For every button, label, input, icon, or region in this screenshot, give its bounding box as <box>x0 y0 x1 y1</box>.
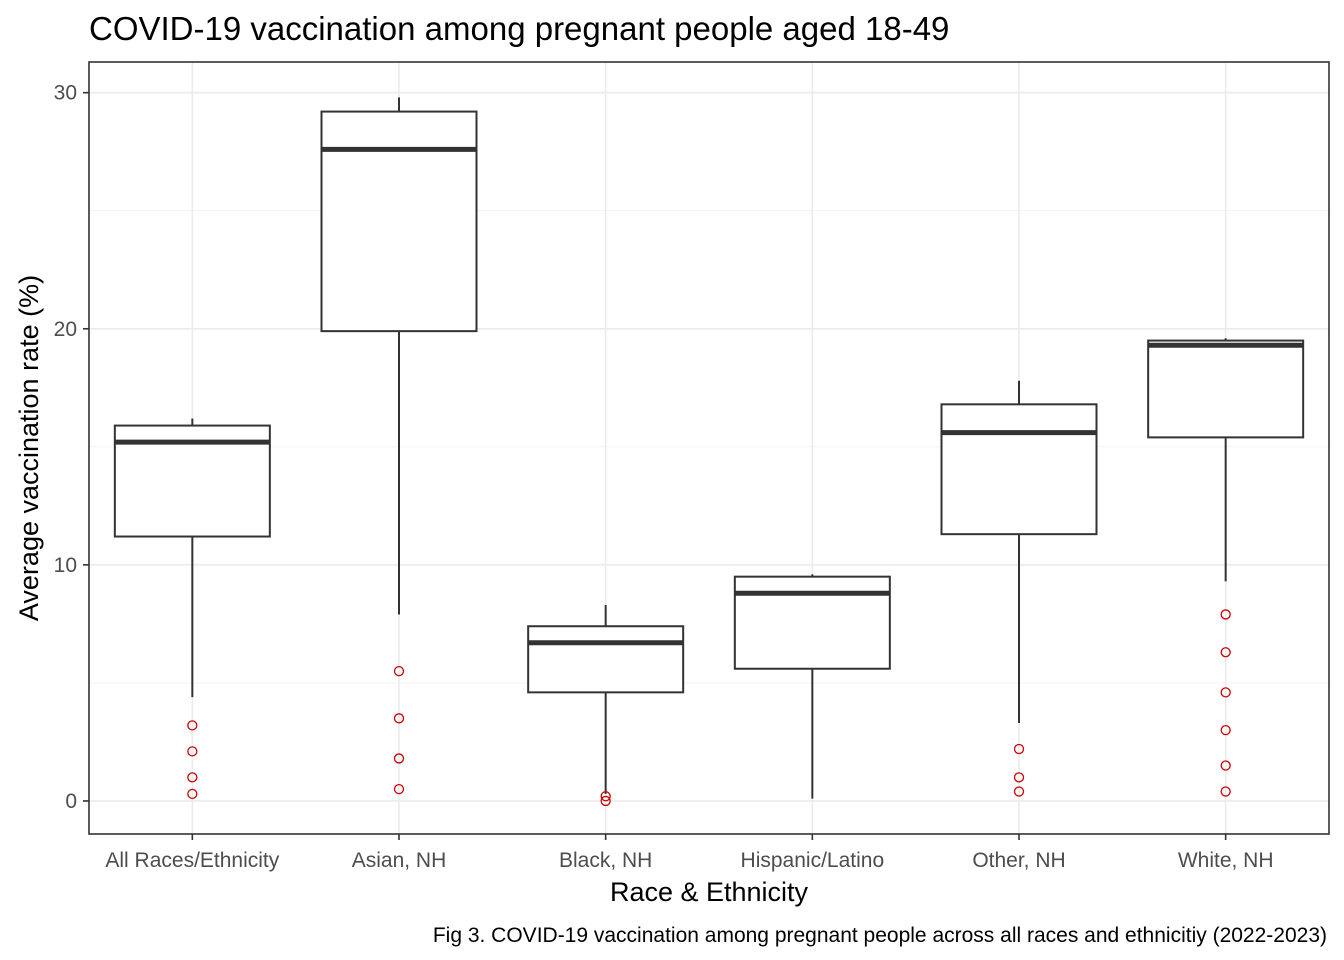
outlier-point <box>1220 647 1231 658</box>
outlier-point <box>1220 760 1231 771</box>
outlier-point <box>187 772 198 783</box>
x-tick-label: Asian, NH <box>352 849 447 872</box>
figure-caption: Fig 3. COVID-19 vaccination among pregna… <box>433 924 1327 947</box>
box-group <box>320 97 478 795</box>
x-tick-label: Black, NH <box>559 849 652 872</box>
outlier-point <box>393 713 405 724</box>
x-axis-title: Race & Ethnicity <box>610 877 809 907</box>
outlier-point <box>1220 609 1231 620</box>
box-iqr <box>320 110 478 333</box>
panel-border <box>88 61 1330 835</box>
chart-title: COVID-19 vaccination among pregnant peop… <box>89 10 949 47</box>
outlier-point <box>1220 687 1231 698</box>
outlier-point <box>1013 786 1025 797</box>
outlier-point <box>1013 772 1025 783</box>
outlier-point <box>187 746 198 757</box>
y-tick-label: 0 <box>65 790 77 813</box>
outlier-point <box>1220 786 1231 797</box>
outlier-point <box>187 720 198 731</box>
outlier-point <box>393 665 405 677</box>
box-group <box>1147 338 1305 797</box>
x-tick-label: Other, NH <box>972 849 1065 872</box>
box-iqr <box>940 403 1098 536</box>
axis-layer: 0 10 20 30 All Races/Ethnicity Asian, NH Black… <box>54 82 1274 872</box>
box-iqr <box>733 575 891 670</box>
y-tick-label: 10 <box>54 554 77 577</box>
box-layer <box>113 97 1305 807</box>
y-tick-label: 20 <box>54 318 77 341</box>
outlier-point <box>187 788 198 800</box>
outlier-point <box>393 783 405 795</box>
outlier-point <box>600 795 611 807</box>
outlier-point <box>1013 743 1025 755</box>
box-iqr <box>527 625 685 694</box>
outlier-point <box>600 791 611 802</box>
box-group <box>527 604 685 807</box>
x-tick-label: White, NH <box>1178 849 1274 872</box>
box-group <box>113 418 271 800</box>
box-group <box>940 380 1098 797</box>
box-iqr <box>1147 339 1305 439</box>
box-group <box>733 574 891 799</box>
y-axis-title: Average vaccination rate (%) <box>14 275 44 621</box>
y-tick-label: 30 <box>54 82 77 105</box>
outlier-point <box>1220 724 1231 736</box>
outlier-point <box>393 753 405 764</box>
x-tick-label: Hispanic/Latino <box>741 849 885 872</box>
x-tick-label: All Races/Ethnicity <box>105 849 279 872</box>
